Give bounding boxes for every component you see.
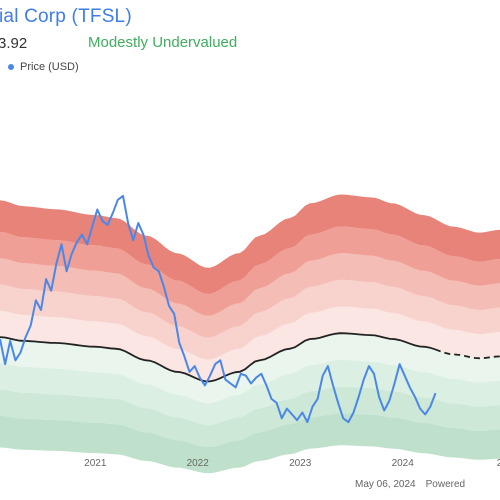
chart-footer: May 06, 2024 Powered [355, 479, 465, 490]
gf-value-line [0, 332, 436, 383]
legend: Price (USD) [8, 61, 79, 73]
overvalued-band [0, 194, 500, 294]
chart-title: ial Corp (TFSL) [0, 6, 132, 27]
x-axis: 2021 2022 2023 2024 202 [84, 458, 500, 469]
overvalued-band [0, 279, 500, 360]
x-tick-label: 2024 [392, 458, 415, 469]
overvalued-band [0, 226, 500, 316]
valuation-bands [0, 194, 500, 474]
legend-price-marker [8, 64, 14, 70]
valuation-label: Modestly Undervalued [88, 34, 238, 51]
undervalued-band [0, 413, 500, 474]
undervalued-band [0, 386, 500, 447]
legend-price-label: Price (USD) [20, 61, 79, 73]
undervalued-band [0, 333, 500, 404]
footer-powered: Powered [425, 479, 466, 490]
current-price: 3.92 [0, 35, 28, 52]
gf-value-estimate-line [434, 348, 500, 360]
overvalued-band [0, 306, 500, 382]
x-tick-label: 2021 [84, 458, 107, 469]
x-tick-label: 2023 [289, 458, 312, 469]
x-tick-label: 202 [497, 458, 500, 469]
x-tick-label: 2022 [187, 458, 210, 469]
overvalued-band [0, 253, 500, 338]
footer-date: May 06, 2024 [355, 479, 416, 490]
price-line [0, 194, 437, 424]
